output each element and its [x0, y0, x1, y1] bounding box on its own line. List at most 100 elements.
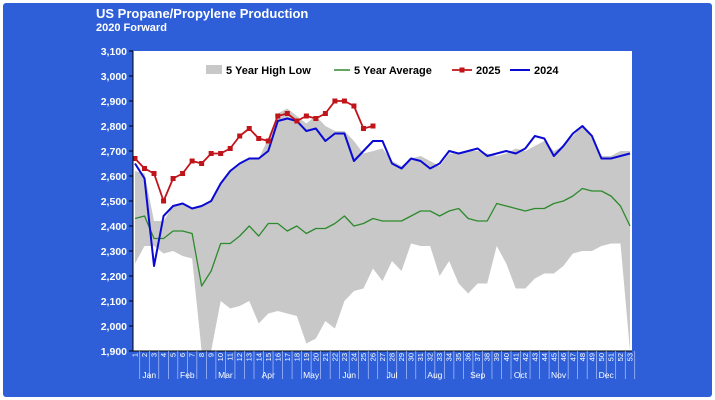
x-week-label: 35: [454, 353, 463, 361]
point-2025: [189, 158, 195, 164]
point-2025: [370, 123, 376, 129]
point-2025: [199, 161, 205, 166]
y-axis: 1,900 2,000 2,100 2,200 2,300 2,400 2,500 2,600…: [101, 46, 134, 358]
legend-label-band: 5 Year High Low: [226, 65, 311, 77]
x-month-label: Jan: [142, 370, 156, 380]
x-week-label: 21: [321, 353, 330, 361]
x-month-label: Mar: [218, 370, 233, 380]
x-week-label: 19: [302, 353, 311, 361]
x-week-label: 12: [235, 353, 244, 361]
x-week-label: 41: [511, 353, 520, 361]
y-tick-label: 3,000: [101, 71, 127, 83]
point-2025: [227, 146, 233, 151]
x-month-label: Dec: [599, 370, 615, 380]
point-2025: [161, 198, 167, 204]
legend: 5 Year High Low 5 Year Average 2025 2024: [206, 65, 559, 77]
point-2025: [284, 111, 290, 116]
x-week-label: 51: [606, 353, 615, 361]
x-week-label: 24: [349, 353, 358, 361]
x-month-label: Nov: [551, 370, 567, 380]
x-week-label: 42: [521, 353, 530, 361]
point-2025: [313, 116, 319, 121]
x-week-label: 39: [492, 353, 501, 361]
x-week-label: 17: [283, 353, 292, 361]
x-month-label: Feb: [180, 370, 195, 380]
chart-title: US Propane/Propylene Production: [96, 6, 308, 21]
x-week-label: 23: [340, 353, 349, 361]
point-2025: [265, 138, 271, 144]
x-week-label: 6: [178, 353, 187, 357]
x-week-label: 1: [131, 353, 140, 357]
x-month-label: Aug: [427, 370, 442, 380]
point-2025: [180, 171, 186, 176]
x-week-label: 32: [426, 353, 435, 361]
x-month-label: Jun: [342, 370, 356, 380]
point-2025: [170, 176, 176, 181]
x-week-label: 34: [445, 353, 454, 361]
point-2025: [142, 166, 148, 171]
legend-label-2024: 2024: [534, 65, 559, 77]
x-week-label: 15: [264, 353, 273, 361]
point-2025: [151, 171, 157, 176]
y-tick-label: 2,500: [101, 196, 127, 208]
point-2025: [294, 118, 300, 124]
x-month-label: Apr: [262, 370, 275, 380]
series-line-5yr-average: [134, 187, 631, 287]
chart-subtitle: 2020 Forward: [96, 22, 167, 34]
x-week-label: 5: [169, 353, 178, 357]
x-week-label: 46: [559, 353, 568, 361]
x-week-label: 29: [397, 353, 406, 361]
x-week-label: 3: [150, 353, 159, 357]
x-week-label: 36: [464, 353, 473, 361]
x-month-label: Jul: [387, 370, 398, 380]
x-week-label: 9: [207, 353, 216, 357]
x-week-label: 20: [311, 353, 320, 361]
legend-swatch-band: [206, 65, 222, 74]
y-tick-label: 2,000: [101, 321, 127, 333]
x-week-label: 18: [292, 353, 301, 361]
x-week-label: 27: [378, 353, 387, 361]
legend-label-average: 5 Year Average: [354, 65, 432, 77]
x-week-label: 53: [626, 353, 635, 361]
x-week-label: 30: [407, 353, 416, 361]
x-week-label: 28: [388, 353, 397, 361]
y-tick-label: 2,200: [101, 271, 127, 283]
x-month-label: Oct: [514, 370, 528, 380]
x-week-label: 45: [549, 353, 558, 361]
y-tick-label: 2,400: [101, 221, 127, 233]
point-2025: [341, 98, 347, 104]
point-2025: [246, 126, 252, 131]
x-week-label: 14: [254, 353, 263, 361]
x-week-label: 4: [159, 353, 168, 357]
x-week-label: 8: [197, 353, 206, 357]
x-week-label: 37: [473, 353, 482, 361]
y-tick-label: 1,900: [101, 346, 127, 358]
x-week-label: 31: [416, 353, 425, 361]
series-line-2024: [134, 117, 631, 267]
x-week-label: 25: [359, 353, 368, 361]
point-2025: [237, 133, 243, 139]
y-tick-label: 2,800: [101, 121, 127, 133]
y-tick-label: 2,600: [101, 171, 127, 183]
y-tick-label: 3,100: [101, 46, 127, 58]
x-week-label: 43: [530, 353, 539, 361]
point-2025: [218, 151, 224, 156]
band-layer: [135, 108, 630, 351]
x-week-label: 49: [587, 353, 596, 361]
x-week-label: 47: [568, 353, 577, 361]
x-week-label: 50: [597, 353, 606, 361]
x-week-label: 38: [483, 353, 492, 361]
series-layer: [132, 98, 631, 287]
point-2025: [132, 156, 138, 161]
x-month-label: Sep: [470, 370, 485, 380]
legend-label-2025: 2025: [476, 65, 500, 77]
x-week-label: 44: [540, 353, 549, 361]
x-week-label: 48: [578, 353, 587, 361]
point-2025: [351, 103, 357, 109]
x-week-label: 33: [435, 353, 444, 361]
y-tick-label: 2,700: [101, 146, 127, 158]
legend-marker-2025: [459, 67, 465, 73]
x-week-label: 10: [216, 353, 225, 361]
x-week-label: 16: [273, 353, 282, 361]
